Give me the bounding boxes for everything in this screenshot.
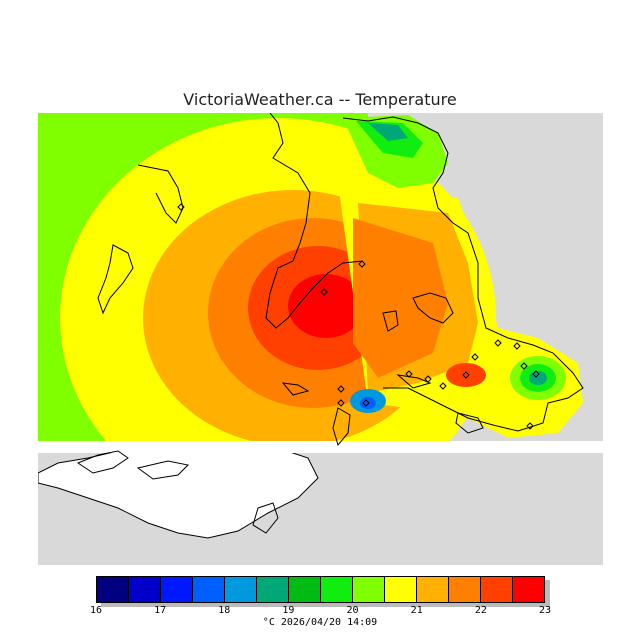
station-marker xyxy=(337,385,345,393)
station-markers xyxy=(177,203,540,430)
temperature-map[interactable] xyxy=(38,113,603,565)
colorbar-tick-label: 20 xyxy=(346,605,359,616)
temperature-colorbar xyxy=(96,576,545,603)
colorbar-swatch xyxy=(97,577,129,602)
footer-timestamp: °C 2026/04/20 14:09 xyxy=(262,617,378,628)
station-marker xyxy=(362,399,370,407)
station-marker xyxy=(358,260,366,268)
colorbar-swatch xyxy=(321,577,353,602)
station-marker xyxy=(177,203,185,211)
colorbar-swatch xyxy=(513,577,544,602)
colorbar-tick-label: 22 xyxy=(474,605,487,616)
station-marker xyxy=(405,370,413,378)
page-title: VictoriaWeather.ca -- Temperature xyxy=(183,90,457,109)
colorbar-swatch xyxy=(289,577,321,602)
colorbar-tick-label: 23 xyxy=(538,605,552,616)
colorbar-swatch xyxy=(353,577,385,602)
colorbar-tick-label: 16 xyxy=(89,605,103,616)
station-marker xyxy=(494,339,502,347)
coastlines xyxy=(76,113,584,534)
station-marker xyxy=(471,353,479,361)
colorbar-swatch xyxy=(385,577,417,602)
station-marker xyxy=(424,375,432,383)
north-field xyxy=(343,115,448,188)
colorbar-swatch xyxy=(449,577,481,602)
station-marker xyxy=(320,288,328,296)
colorbar-tick-label: 19 xyxy=(282,605,295,616)
colorbar-swatch xyxy=(481,577,513,602)
colorbar-swatch xyxy=(161,577,193,602)
colorbar-swatch xyxy=(225,577,257,602)
station-marker xyxy=(520,362,528,370)
station-marker xyxy=(462,371,470,379)
east-field xyxy=(338,183,583,438)
colorbar-tick-label: 17 xyxy=(154,605,167,616)
colorbar-swatch xyxy=(257,577,289,602)
station-marker xyxy=(532,370,540,378)
station-marker xyxy=(513,342,521,350)
station-marker xyxy=(526,422,534,430)
colorbar-swatch xyxy=(129,577,161,602)
station-marker xyxy=(337,399,345,407)
colorbar-tick-label: 18 xyxy=(218,605,231,616)
station-marker xyxy=(439,382,447,390)
colorbar-tick-label: 21 xyxy=(410,605,423,616)
colorbar-swatch xyxy=(417,577,449,602)
contour-23 xyxy=(288,274,364,338)
colorbar-swatch xyxy=(193,577,225,602)
